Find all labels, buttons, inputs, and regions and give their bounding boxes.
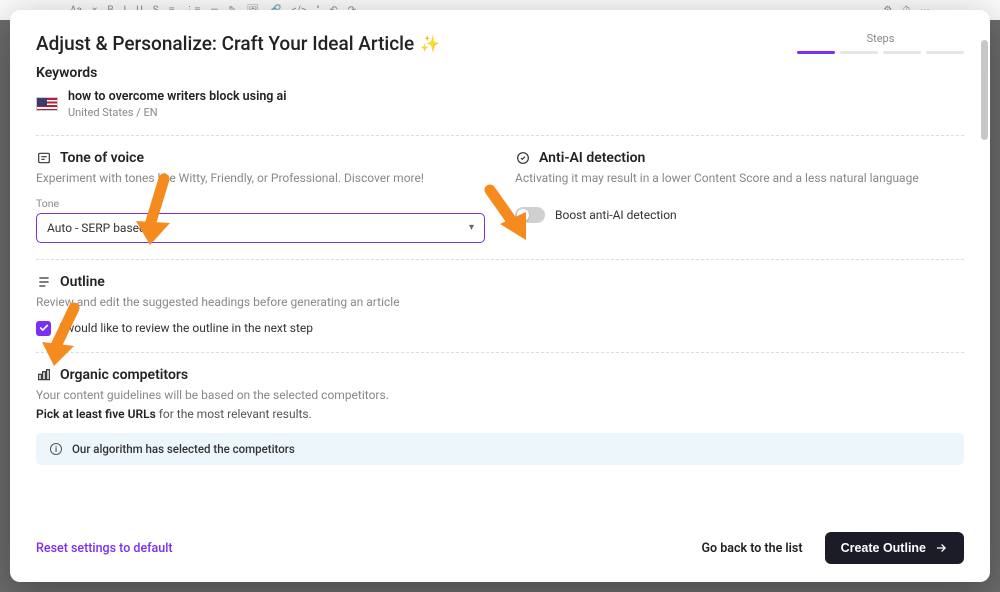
scrollbar[interactable] (981, 40, 988, 140)
keyword-term: how to overcome writers block using ai (68, 89, 287, 104)
steps-label: Steps (797, 32, 964, 45)
keywords-heading: Keywords (36, 65, 964, 81)
outline-review-checkbox[interactable] (36, 321, 51, 336)
article-settings-modal: Adjust & Personalize: Craft Your Ideal A… (10, 10, 990, 582)
tone-icon (36, 150, 52, 166)
modal-title: Adjust & Personalize: Craft Your Ideal A… (36, 32, 440, 55)
competitors-line2: Pick at least five URLs for the most rel… (36, 407, 964, 421)
competitors-section: Organic competitors Your content guideli… (36, 367, 964, 466)
keyword-row: how to overcome writers block using ai U… (36, 89, 964, 119)
outline-icon (36, 274, 52, 290)
reset-settings-link[interactable]: Reset settings to default (36, 541, 173, 556)
us-flag-icon (36, 97, 58, 111)
title-text: Adjust & Personalize: Craft Your Ideal A… (36, 32, 414, 55)
steps-indicator: Steps (797, 32, 964, 54)
tone-section: Tone of voice Experiment with tones like… (36, 150, 485, 243)
step-seg-4 (926, 51, 964, 54)
tone-heading: Tone of voice (60, 150, 144, 166)
competitors-icon (36, 367, 52, 383)
anti-ai-toggle[interactable] (515, 207, 545, 223)
outline-section: Outline Review and edit the suggested he… (36, 274, 964, 336)
anti-ai-toggle-label: Boost anti-AI detection (555, 208, 677, 222)
competitors-banner-text: Our algorithm has selected the competito… (72, 442, 295, 456)
create-outline-label: Create Outline (841, 541, 926, 555)
competitors-line1: Your content guidelines will be based on… (36, 387, 964, 404)
competitors-info-banner: i Our algorithm has selected the competi… (36, 433, 964, 465)
info-icon: i (50, 443, 62, 455)
step-seg-3 (883, 51, 921, 54)
chevron-down-icon: ▾ (469, 222, 474, 233)
tone-select[interactable]: Auto - SERP based ▾ (36, 213, 485, 243)
create-outline-button[interactable]: Create Outline (825, 532, 964, 564)
modal-footer: Reset settings to default Go back to the… (36, 518, 964, 564)
divider (36, 259, 964, 260)
competitors-line2-rest: for the most relevant results. (156, 407, 312, 421)
outline-heading: Outline (60, 274, 105, 290)
anti-ai-description: Activating it may result in a lower Cont… (515, 170, 964, 187)
step-seg-2 (840, 51, 878, 54)
outline-checkbox-label: I would like to review the outline in th… (59, 321, 313, 335)
outline-description: Review and edit the suggested headings b… (36, 294, 964, 311)
tone-field-label: Tone (36, 197, 485, 210)
step-seg-1 (797, 51, 835, 54)
keyword-locale: United States / EN (68, 106, 287, 119)
divider (36, 135, 964, 136)
tone-description: Experiment with tones like Witty, Friend… (36, 170, 485, 187)
anti-ai-icon (515, 150, 531, 166)
tone-select-value: Auto - SERP based (47, 221, 146, 235)
go-back-link[interactable]: Go back to the list (702, 541, 803, 556)
arrow-right-icon (934, 541, 948, 555)
divider (36, 352, 964, 353)
competitors-line2-bold: Pick at least five URLs (36, 407, 156, 421)
sparkle-icon: ✨ (420, 34, 440, 53)
anti-ai-heading: Anti-AI detection (539, 150, 645, 166)
anti-ai-section: Anti-AI detection Activating it may resu… (515, 150, 964, 243)
competitors-heading: Organic competitors (60, 367, 188, 383)
